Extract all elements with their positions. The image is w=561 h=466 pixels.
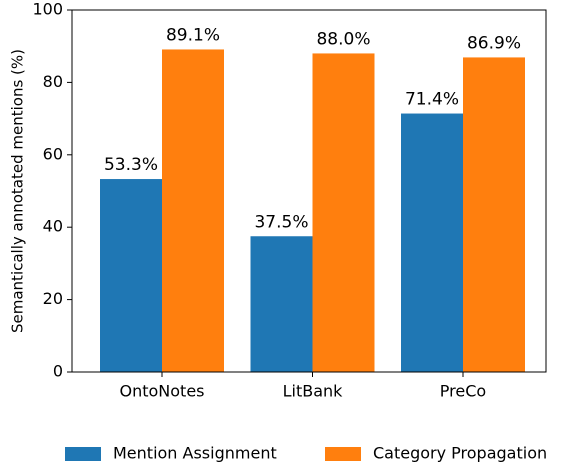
bar [312,53,375,372]
y-tick-label: 20 [43,289,63,308]
bar [463,57,525,373]
value-label: 37.5% [254,212,308,232]
bar [401,113,463,373]
y-tick-label: 40 [43,217,63,236]
legend-swatch [65,447,101,461]
y-tick-label: 60 [43,144,63,163]
x-tick-label: PreCo [440,382,486,401]
legend-label: Category Propagation [373,444,547,463]
y-tick-label: 0 [53,362,63,381]
value-label: 86.9% [467,33,521,53]
value-label: 88.0% [316,29,370,49]
value-label: 89.1% [166,25,220,45]
bar [100,179,162,372]
legend-swatch [325,447,361,461]
x-tick-label: OntoNotes [119,382,204,401]
legend-label: Mention Assignment [113,444,277,463]
bar [162,49,224,372]
value-label: 71.4% [405,90,459,110]
x-tick-label: LitBank [283,382,344,401]
y-axis-label: Semantically annotated mentions (%) [9,49,27,333]
plot-frame [71,9,547,373]
value-label: 53.3% [104,155,158,175]
y-tick-label: 100 [32,0,63,19]
y-tick-label: 80 [43,72,63,91]
bar [250,236,313,372]
